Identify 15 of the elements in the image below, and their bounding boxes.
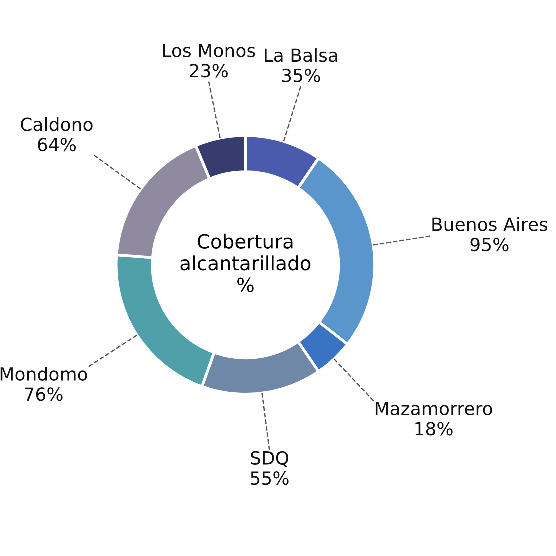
data-label: 95% <box>470 238 509 252</box>
slice-label: SDQ <box>251 451 289 468</box>
data-label: 18% <box>416 422 453 436</box>
slice-label: Mazamorrero <box>376 402 492 416</box>
slice-label: Los Monos <box>163 44 256 58</box>
data-label: 23% <box>190 64 228 78</box>
data-label: 35% <box>282 68 320 82</box>
slice-label: Buenos Aires <box>432 217 548 232</box>
text: Cobertura alcantarillado % <box>180 234 311 292</box>
data-label: 76% <box>25 388 63 402</box>
data-label: 55% <box>251 472 289 486</box>
slice-label: La Balsa <box>265 48 338 62</box>
data-label: 64% <box>38 138 76 152</box>
slice-label: Caldono <box>21 117 93 132</box>
slice-label: Mondomo <box>0 367 88 382</box>
